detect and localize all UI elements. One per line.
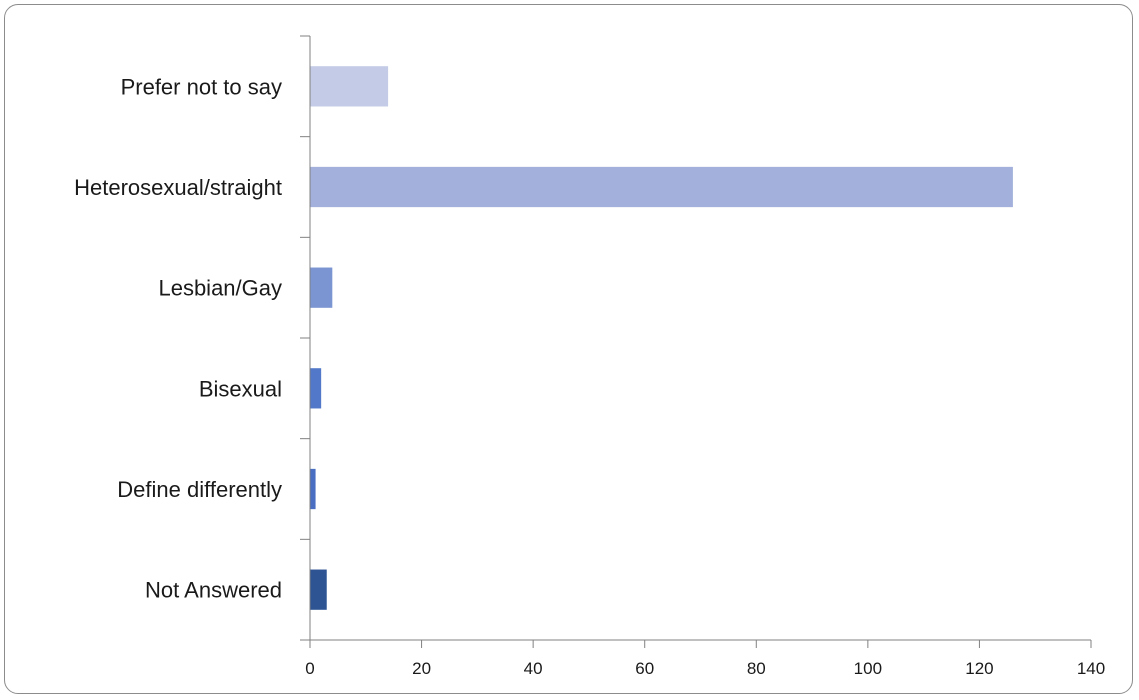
category-label-2: Lesbian/Gay (158, 276, 282, 301)
bar-3 (310, 368, 322, 409)
chart-area (4, 4, 1133, 694)
category-label-5: Not Answered (145, 578, 282, 603)
bars (310, 66, 1013, 610)
category-label-4: Define differently (117, 477, 282, 502)
x-tick-label-4: 80 (747, 659, 766, 678)
bar-2 (310, 267, 333, 308)
x-tick-label-7: 140 (1077, 659, 1105, 678)
bar-0 (310, 66, 389, 107)
bar-4 (310, 468, 316, 510)
labels: Prefer not to say Heterosexual/straight Le… (74, 74, 1105, 678)
bar-5 (310, 569, 327, 610)
x-tick-label-0: 0 (305, 659, 314, 678)
category-label-1: Heterosexual/straight (74, 175, 282, 200)
axes (300, 35, 1092, 648)
x-tick-label-6: 120 (965, 659, 993, 678)
bar-1 (310, 166, 1013, 208)
category-label-0: Prefer not to say (121, 74, 282, 99)
x-tick-label-3: 60 (635, 659, 654, 678)
x-tick-label-1: 20 (412, 659, 431, 678)
x-tick-label-2: 40 (524, 659, 543, 678)
category-label-3: Bisexual (199, 376, 282, 401)
x-tick-label-5: 100 (854, 659, 882, 678)
